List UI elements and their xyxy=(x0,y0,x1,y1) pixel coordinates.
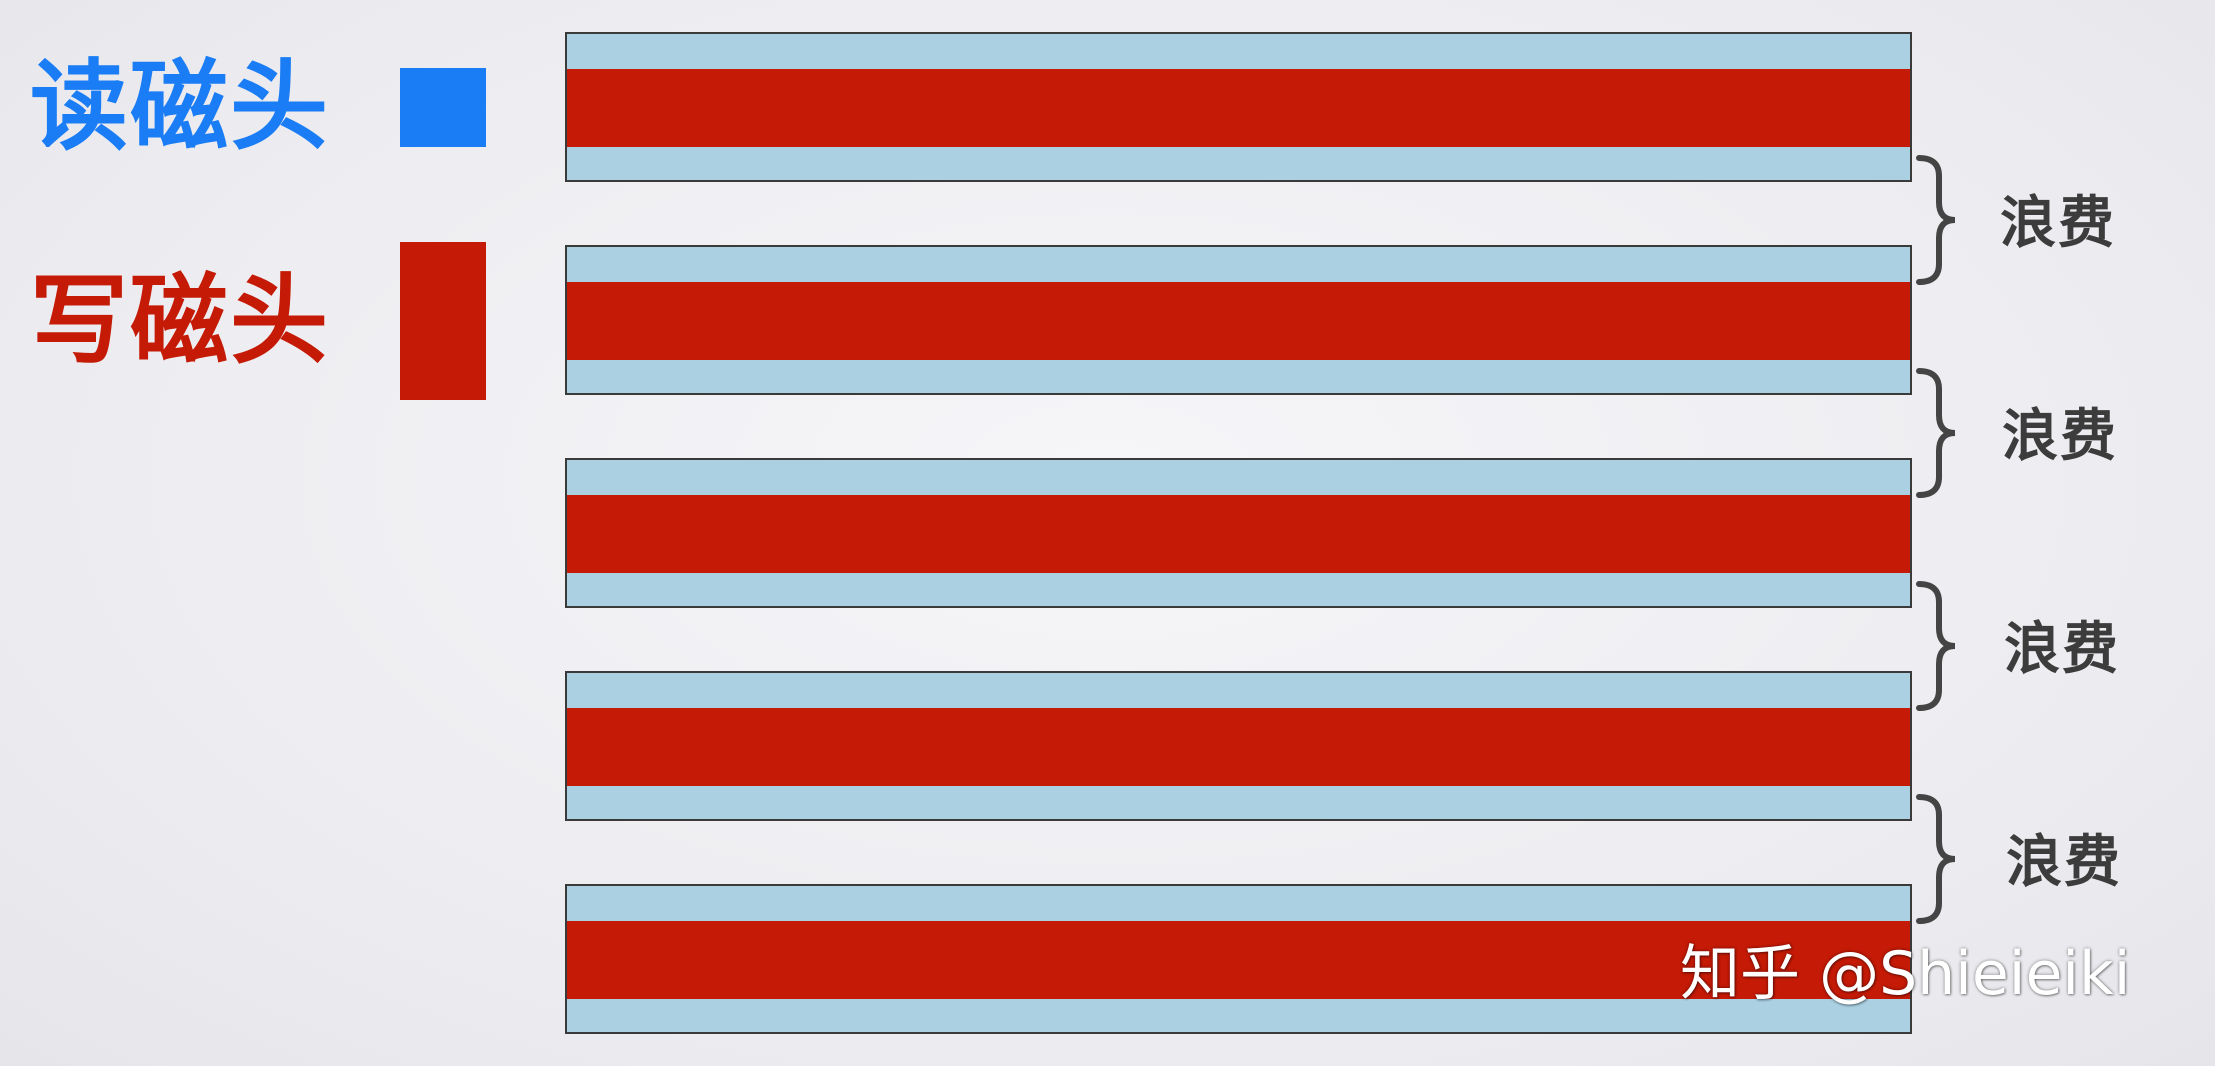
watermark: 知乎 @Shieieiki xyxy=(1680,939,2131,1009)
write-band xyxy=(567,495,1910,573)
waste-label: 浪费 xyxy=(2002,404,2118,469)
write-band xyxy=(567,69,1910,147)
write-head-swatch xyxy=(400,242,486,400)
write-band xyxy=(567,282,1910,360)
write-head-label: 写磁头 xyxy=(30,264,331,378)
track xyxy=(565,32,1912,182)
track xyxy=(565,884,1912,1034)
write-band xyxy=(567,708,1910,786)
track xyxy=(565,671,1912,821)
track xyxy=(565,245,1912,395)
waste-label: 浪费 xyxy=(2000,191,2116,256)
read-head-swatch xyxy=(400,68,486,147)
track xyxy=(565,458,1912,608)
read-head-label: 读磁头 xyxy=(30,50,331,164)
curly-brace-icon xyxy=(1916,368,1956,498)
curly-brace-icon xyxy=(1916,794,1956,924)
curly-brace-icon xyxy=(1916,155,1956,285)
curly-brace-icon xyxy=(1916,581,1956,711)
waste-label: 浪费 xyxy=(2004,617,2120,682)
waste-label: 浪费 xyxy=(2006,830,2122,895)
write-band xyxy=(567,921,1910,999)
